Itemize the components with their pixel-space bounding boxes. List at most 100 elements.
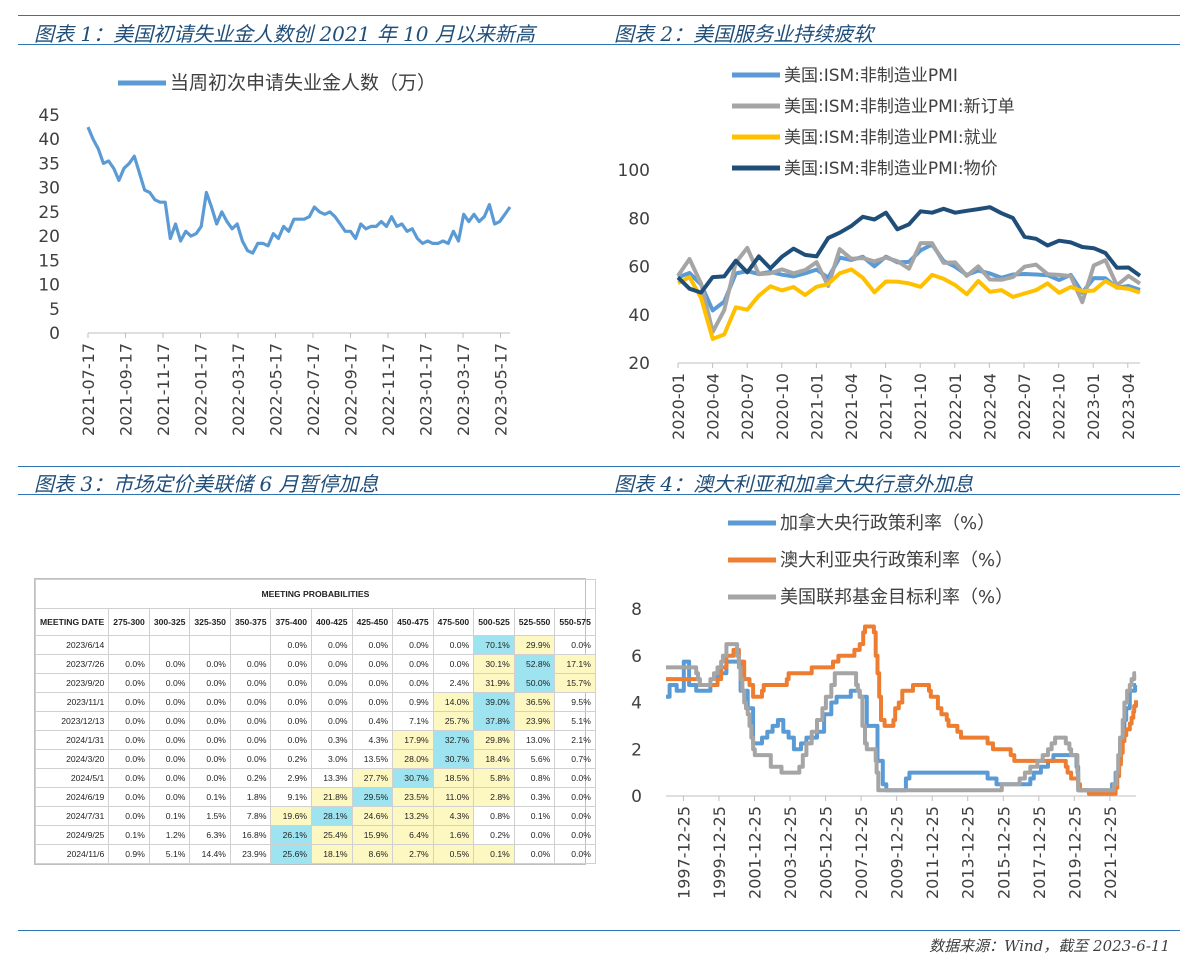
probability-cell: 0.0% xyxy=(311,654,353,674)
probability-cell: 0.0% xyxy=(148,711,191,731)
probability-cell: 0.0% xyxy=(189,749,231,769)
probability-cell: 0.0% xyxy=(108,806,150,826)
probability-cell: 0.1% xyxy=(473,844,515,864)
probability-cell: 0.0% xyxy=(270,673,313,693)
x-tick-label: 2022-05-17 xyxy=(267,343,286,436)
x-tick-label: 2007-12-25 xyxy=(852,806,871,899)
x-tick-label: 2005-12-25 xyxy=(817,806,836,899)
probability-cell: 50.0% xyxy=(513,673,556,693)
probability-cell: 37.8% xyxy=(473,711,515,731)
probability-cell: 0.0% xyxy=(311,711,353,731)
probability-cell: 18.5% xyxy=(432,768,475,788)
probability-cell: 4.3% xyxy=(432,806,475,826)
probability-cell: 0.0% xyxy=(554,787,596,807)
probability-cell: 13.5% xyxy=(351,749,394,769)
probability-cell: 0.9% xyxy=(392,692,434,712)
probability-cell: 0.0% xyxy=(270,711,313,731)
probability-cell: 7.8% xyxy=(229,806,272,826)
x-tick-label: 2022-10 xyxy=(1050,373,1069,440)
y-tick-label: 25 xyxy=(38,203,60,223)
legend-label: 美国:ISM:非制造业PMI xyxy=(784,66,958,86)
probability-cell: 15.9% xyxy=(351,825,394,845)
x-tick-label: 2023-04 xyxy=(1119,373,1138,440)
probability-cell: 0.0% xyxy=(270,692,313,712)
column-header: 325-350 xyxy=(189,608,231,636)
probability-cell: 30.7% xyxy=(432,749,475,769)
probability-cell: 17.9% xyxy=(392,730,434,750)
probability-cell: 0.5% xyxy=(432,844,475,864)
mid-rule-top xyxy=(18,44,1180,45)
probability-cell: 29.8% xyxy=(473,730,515,750)
meeting-date-cell: 2024/1/31 xyxy=(34,730,110,750)
probability-cell: 0.0% xyxy=(148,692,191,712)
probability-cell: 52.8% xyxy=(513,654,556,674)
probability-cell: 30.1% xyxy=(473,654,515,674)
x-tick-label: 2022-03-17 xyxy=(229,343,248,436)
probability-cell: 15.7% xyxy=(554,673,596,693)
probability-cell: 25.6% xyxy=(270,844,313,864)
panel2-chart: 美国:ISM:非制造业PMI 美国:ISM:非制造业PMI:新订单美国:ISM:非… xyxy=(618,66,1142,440)
x-tick-label: 2017-12-25 xyxy=(1030,806,1049,899)
y-tick-label: 40 xyxy=(628,306,650,326)
meeting-date-cell: 2024/9/25 xyxy=(34,825,110,845)
probability-cell: 0.0% xyxy=(229,673,272,693)
panel4-chart: 加拿大央行政策利率（%） 澳大利亚央行政策利率（%） 美国联邦基金目标利率（%） 0 2… xyxy=(631,512,1138,899)
table-row: 2023/9/20 0.0% 0.0% 0.0% 0.0% 0.0% 0.0% 0.0% 0.0… xyxy=(34,673,596,693)
probability-cell: 0.0% xyxy=(189,654,231,674)
meeting-date-cell: 2024/6/19 xyxy=(34,787,110,807)
probability-cell: 30.7% xyxy=(392,768,434,788)
column-header: 425-450 xyxy=(351,608,394,636)
probability-cell: 18.1% xyxy=(311,844,353,864)
meeting-date-cell: 2023/11/1 xyxy=(34,692,110,712)
x-tick-label: 2021-10 xyxy=(911,373,930,440)
y-tick-label: 4 xyxy=(631,694,642,714)
probability-cell: 0.0% xyxy=(554,806,596,826)
series-line-2 xyxy=(666,642,1137,793)
probability-cell: 0.0% xyxy=(189,768,231,788)
y-tick-label: 5 xyxy=(49,300,60,320)
y-tick-label: 30 xyxy=(38,179,60,199)
probability-cell: 0.8% xyxy=(473,806,515,826)
probability-cell: 5.8% xyxy=(473,768,515,788)
probability-cell: 32.7% xyxy=(432,730,475,750)
probability-cell: 0.1% xyxy=(513,806,556,826)
legend-label: 澳大利亚央行政策利率（%） xyxy=(780,550,1013,571)
legend-label: 当周初次申请失业金人数（万） xyxy=(170,72,436,94)
x-tick-label: 2021-09-17 xyxy=(117,343,136,436)
table-row: 2024/11/6 0.9% 5.1% 14.4% 23.9% 25.6% 18.1% 8.6… xyxy=(34,844,596,864)
probability-cell: 0.2% xyxy=(473,825,515,845)
column-header: 500-525 xyxy=(473,608,515,636)
x-tick-label: 2019-12-25 xyxy=(1065,806,1084,899)
meeting-probabilities-table: MEETING PROBABILITIES MEETING DATE 275-30… xyxy=(34,578,596,865)
x-tick-label: 1999-12-25 xyxy=(710,806,729,899)
table-row: 2024/6/19 0.0% 0.0% 0.1% 1.8% 9.1% 21.8% 29.5% 2… xyxy=(34,787,596,807)
y-tick-label: 15 xyxy=(38,251,60,271)
meeting-date-cell: 2024/5/1 xyxy=(34,768,110,788)
x-tick-label: 2020-04 xyxy=(704,373,723,440)
probability-cell: 0.0% xyxy=(108,787,150,807)
probability-cell: 0.0% xyxy=(432,654,475,674)
x-tick-label: 2003-12-25 xyxy=(781,806,800,899)
table-header-row: MEETING DATE 275-300 300-325 325-350 350-375… xyxy=(34,608,596,636)
probability-cell: 2.7% xyxy=(392,844,434,864)
table-row: 2024/5/1 0.0% 0.0% 0.0% 0.2% 2.9% 13.3% 27.7% 30… xyxy=(34,768,596,788)
probability-cell: 29.9% xyxy=(513,635,556,655)
x-tick-label: 2021-12-25 xyxy=(1101,806,1120,899)
y-tick-label: 45 xyxy=(38,106,60,126)
probability-cell: 0.0% xyxy=(270,654,313,674)
probability-cell: 26.1% xyxy=(270,825,313,845)
probability-cell: 0.0% xyxy=(392,673,434,693)
probability-cell: 0.0% xyxy=(270,730,313,750)
probability-cell: 0.1% xyxy=(148,806,191,826)
bottom-rule xyxy=(18,930,1180,931)
probability-cell: 0.2% xyxy=(229,768,272,788)
probability-cell: 1.8% xyxy=(229,787,272,807)
probability-cell: 21.8% xyxy=(311,787,353,807)
legend-label: 美国:ISM:非制造业PMI:物价 xyxy=(784,159,998,179)
probability-cell: 0.0% xyxy=(392,654,434,674)
series-line-3 xyxy=(676,205,1142,295)
probability-cell: 0.0% xyxy=(351,654,394,674)
column-header: 300-325 xyxy=(148,608,191,636)
y-tick-label: 2 xyxy=(631,740,642,760)
probability-cell: 17.1% xyxy=(554,654,596,674)
